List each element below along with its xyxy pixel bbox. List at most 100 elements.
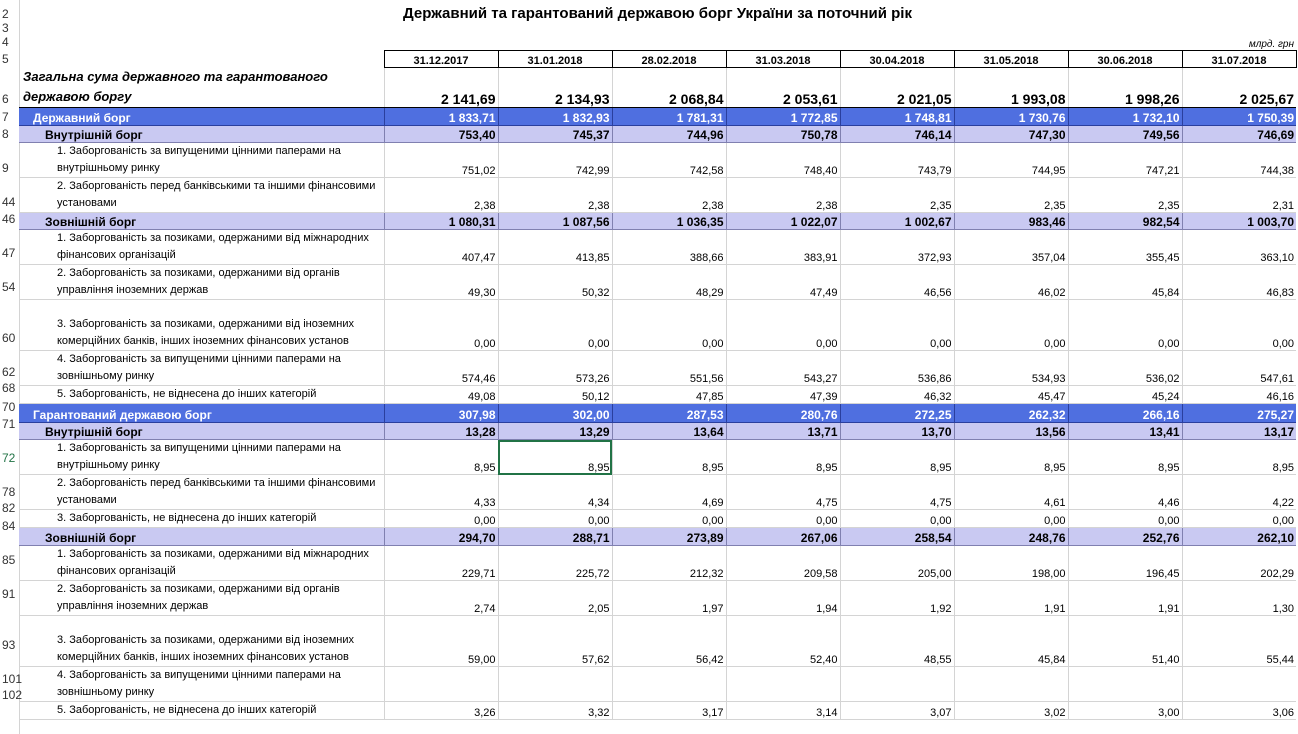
row-number[interactable]: 93	[2, 638, 16, 652]
value-cell[interactable]: 4,69	[611, 474, 726, 510]
value-cell[interactable]: 13,28	[383, 422, 498, 440]
value-cell[interactable]: 248,76	[953, 527, 1068, 546]
row-number[interactable]: 91	[2, 587, 16, 601]
value-cell[interactable]: 1,30	[1181, 580, 1296, 616]
value-cell[interactable]: 1 732,10	[1067, 107, 1182, 126]
value-cell[interactable]: 2,38	[497, 177, 612, 213]
value-cell[interactable]: 744,38	[1181, 142, 1296, 178]
row-label[interactable]: Гарантований державою борг	[19, 403, 384, 423]
value-cell[interactable]: 742,99	[497, 142, 612, 178]
value-cell[interactable]: 3,06	[1181, 701, 1296, 720]
value-cell[interactable]: 1,97	[611, 580, 726, 616]
value-cell[interactable]: 56,42	[611, 615, 726, 667]
value-cell[interactable]: 8,95	[1067, 439, 1182, 475]
value-cell[interactable]: 1 998,26	[1067, 67, 1182, 108]
row-label[interactable]: Загальна сума державного та гарантованог…	[19, 67, 384, 108]
row-label[interactable]: 1. Заборгованість за випущеними цінними …	[19, 142, 384, 178]
value-cell[interactable]: 2,74	[383, 580, 498, 616]
value-cell[interactable]: 225,72	[497, 545, 612, 581]
value-cell[interactable]: 45,84	[1067, 264, 1182, 300]
date-header[interactable]: 31.05.2018	[953, 49, 1069, 68]
row-label[interactable]: 3. Заборгованість за позиками, одержаним…	[19, 299, 384, 351]
row-label[interactable]: 4. Заборгованість за випущеними цінними …	[19, 666, 384, 702]
row-number[interactable]: 5	[2, 52, 9, 66]
value-cell[interactable]: 3,17	[611, 701, 726, 720]
value-cell[interactable]: 1 022,07	[725, 212, 840, 230]
value-cell[interactable]: 8,95	[953, 439, 1068, 475]
row-label[interactable]: Внутрішній борг	[19, 422, 384, 440]
value-cell[interactable]: 749,56	[1067, 125, 1182, 143]
value-cell[interactable]: 0,00	[497, 509, 612, 528]
value-cell[interactable]: 202,29	[1181, 545, 1296, 581]
value-cell[interactable]: 287,53	[611, 403, 726, 423]
row-number[interactable]: 85	[2, 553, 16, 567]
value-cell[interactable]: 744,96	[611, 125, 726, 143]
value-cell[interactable]: 3,02	[953, 701, 1068, 720]
value-cell[interactable]: 307,98	[383, 403, 498, 423]
value-cell[interactable]: 0,00	[725, 509, 840, 528]
value-cell[interactable]: 1 772,85	[725, 107, 840, 126]
value-cell[interactable]: 534,93	[953, 350, 1068, 386]
value-cell[interactable]: 280,76	[725, 403, 840, 423]
value-cell[interactable]: 52,40	[725, 615, 840, 667]
value-cell[interactable]: 302,00	[497, 403, 612, 423]
value-cell[interactable]	[611, 666, 726, 702]
value-cell[interactable]: 252,76	[1067, 527, 1182, 546]
value-cell[interactable]: 388,66	[611, 229, 726, 265]
value-cell[interactable]: 0,00	[611, 299, 726, 351]
value-cell[interactable]: 258,54	[839, 527, 954, 546]
value-cell[interactable]: 0,00	[383, 299, 498, 351]
value-cell[interactable]: 47,49	[725, 264, 840, 300]
row-number[interactable]: 84	[2, 519, 16, 533]
value-cell[interactable]: 573,26	[497, 350, 612, 386]
value-cell[interactable]: 50,32	[497, 264, 612, 300]
value-cell[interactable]: 46,32	[839, 385, 954, 404]
row-number[interactable]: 71	[2, 417, 16, 431]
value-cell[interactable]: 2,05	[497, 580, 612, 616]
row-number[interactable]: 2	[2, 7, 9, 21]
row-label[interactable]: Зовнішній борг	[19, 212, 384, 230]
value-cell[interactable]: 49,30	[383, 264, 498, 300]
value-cell[interactable]: 0,00	[383, 509, 498, 528]
value-cell[interactable]: 747,21	[1067, 142, 1182, 178]
value-cell[interactable]: 8,95	[497, 439, 612, 475]
value-cell[interactable]: 49,08	[383, 385, 498, 404]
value-cell[interactable]: 407,47	[383, 229, 498, 265]
row-number[interactable]: 47	[2, 246, 16, 260]
value-cell[interactable]: 1 993,08	[953, 67, 1068, 108]
row-label[interactable]: 1. Заборгованість за позиками, одержаним…	[19, 229, 384, 265]
value-cell[interactable]: 288,71	[497, 527, 612, 546]
value-cell[interactable]: 372,93	[839, 229, 954, 265]
value-cell[interactable]: 1 002,67	[839, 212, 954, 230]
row-label[interactable]: 1. Заборгованість за позиками, одержаним…	[19, 545, 384, 581]
value-cell[interactable]: 0,00	[839, 509, 954, 528]
value-cell[interactable]: 46,02	[953, 264, 1068, 300]
row-label[interactable]: Державний борг	[19, 107, 384, 126]
row-label[interactable]: 2. Заборгованість перед банківськими та …	[19, 474, 384, 510]
value-cell[interactable]: 0,00	[1067, 509, 1182, 528]
value-cell[interactable]: 4,75	[839, 474, 954, 510]
value-cell[interactable]: 2,35	[1067, 177, 1182, 213]
value-cell[interactable]: 750,78	[725, 125, 840, 143]
row-number[interactable]: 60	[2, 331, 16, 345]
value-cell[interactable]: 8,95	[1181, 439, 1296, 475]
value-cell[interactable]: 3,26	[383, 701, 498, 720]
value-cell[interactable]: 2 025,67	[1181, 67, 1296, 108]
value-cell[interactable]: 357,04	[953, 229, 1068, 265]
value-cell[interactable]: 383,91	[725, 229, 840, 265]
value-cell[interactable]: 209,58	[725, 545, 840, 581]
value-cell[interactable]: 3,14	[725, 701, 840, 720]
value-cell[interactable]: 1,94	[725, 580, 840, 616]
value-cell[interactable]: 355,45	[1067, 229, 1182, 265]
value-cell[interactable]: 4,22	[1181, 474, 1296, 510]
value-cell[interactable]: 1 750,39	[1181, 107, 1296, 126]
value-cell[interactable]: 294,70	[383, 527, 498, 546]
value-cell[interactable]: 2,31	[1181, 177, 1296, 213]
row-number[interactable]: 70	[2, 400, 16, 414]
value-cell[interactable]: 742,58	[611, 142, 726, 178]
value-cell[interactable]: 1,91	[953, 580, 1068, 616]
value-cell[interactable]: 13,29	[497, 422, 612, 440]
row-label[interactable]: Зовнішній борг	[19, 527, 384, 546]
row-number[interactable]: 7	[2, 110, 9, 124]
row-number[interactable]: 102	[2, 688, 23, 702]
